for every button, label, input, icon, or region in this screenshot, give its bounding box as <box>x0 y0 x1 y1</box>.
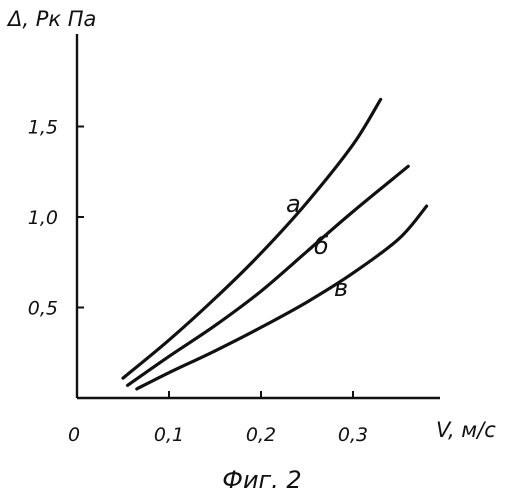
x-axis-title: V, м/с <box>436 418 496 442</box>
series-curve-2 <box>128 166 409 385</box>
y-tick-label: 1,5 <box>28 117 58 139</box>
series-label: а <box>286 190 301 218</box>
series-curve-3 <box>137 206 427 389</box>
series-label: в <box>334 274 348 302</box>
x-tick-label: 0,3 <box>338 424 368 446</box>
y-axis-title: Δ, Рк Па <box>6 7 96 31</box>
y-tick-label: 1,0 <box>28 207 58 229</box>
y-tick-label: 0,5 <box>28 298 58 320</box>
x-tick-label: 0,1 <box>154 424 184 446</box>
x-tick-label: 0 <box>68 424 80 446</box>
x-tick-label: 0,2 <box>246 424 276 446</box>
series-label: б <box>314 232 329 260</box>
figure-caption: Фиг. 2 <box>222 466 301 494</box>
series-curve-1 <box>123 99 381 378</box>
